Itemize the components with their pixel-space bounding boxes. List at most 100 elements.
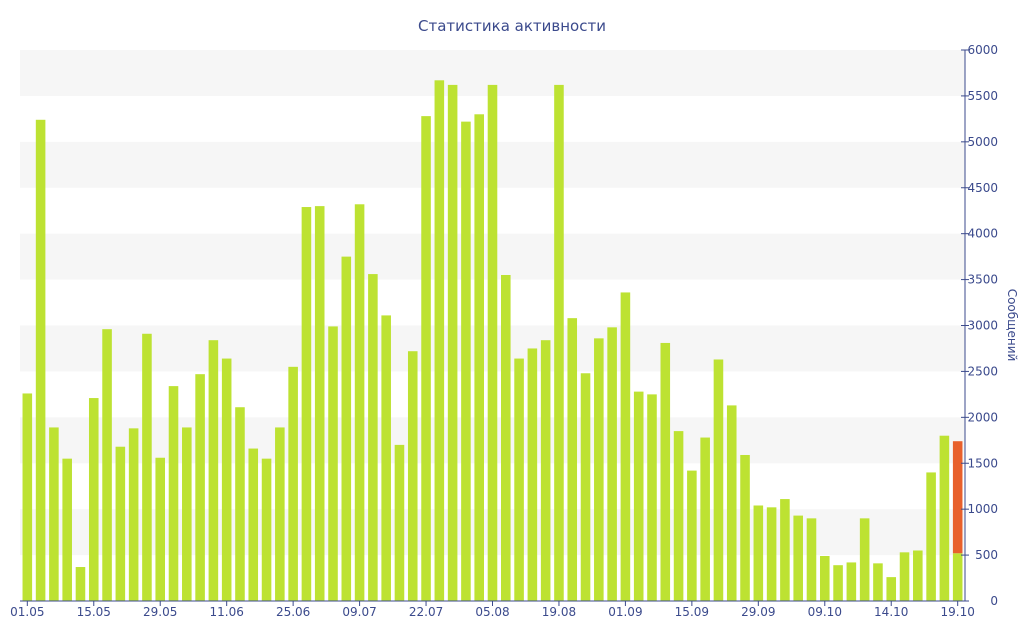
x-tick-label: 09.07 bbox=[342, 605, 376, 619]
bar bbox=[726, 405, 737, 601]
bar bbox=[142, 333, 152, 601]
bar bbox=[819, 556, 830, 601]
bar bbox=[261, 458, 272, 601]
bar bbox=[407, 351, 418, 601]
bar bbox=[368, 274, 378, 601]
y-tick-label: 1000 bbox=[967, 502, 998, 516]
bar bbox=[221, 358, 232, 601]
x-tick-label: 14.10 bbox=[874, 605, 908, 619]
bar bbox=[474, 114, 484, 602]
bar bbox=[195, 374, 205, 601]
y-tick-label: 4000 bbox=[967, 227, 998, 241]
x-tick-label: 09.10 bbox=[808, 605, 842, 619]
x-tick-label: 25.06 bbox=[276, 605, 310, 619]
bar-segment-base bbox=[952, 553, 963, 601]
bar bbox=[275, 427, 285, 601]
bar bbox=[102, 329, 112, 601]
bar bbox=[501, 274, 511, 601]
bar-segment-highlight bbox=[952, 441, 963, 554]
chart-title: Статистика активности bbox=[418, 17, 606, 35]
bar bbox=[939, 435, 950, 601]
bar bbox=[580, 373, 591, 601]
bar bbox=[873, 563, 883, 601]
x-tick-label: 29.09 bbox=[741, 605, 775, 619]
y-tick-label: 1500 bbox=[967, 456, 998, 470]
x-tick-label: 15.05 bbox=[77, 605, 111, 619]
x-tick-label: 15.09 bbox=[675, 605, 709, 619]
bar bbox=[554, 84, 564, 601]
y-tick-label: 4500 bbox=[967, 181, 998, 195]
bar bbox=[806, 518, 817, 601]
x-tick-label: 22.07 bbox=[409, 605, 443, 619]
x-tick-label: 01.09 bbox=[608, 605, 642, 619]
bars bbox=[22, 80, 963, 602]
bar bbox=[301, 207, 312, 601]
bar bbox=[687, 470, 697, 601]
bar bbox=[567, 318, 578, 601]
bar bbox=[314, 206, 325, 601]
x-axis: 01.05 15.05 29.05 11.06 25.06 09.07 22.07 05.08… bbox=[10, 600, 975, 619]
bar bbox=[753, 505, 764, 601]
bar bbox=[766, 507, 777, 601]
bar bbox=[182, 427, 192, 601]
bar bbox=[660, 342, 671, 601]
bar bbox=[514, 358, 524, 601]
bar bbox=[487, 84, 498, 601]
bar bbox=[647, 394, 657, 601]
bar bbox=[328, 326, 338, 601]
bar bbox=[673, 431, 684, 601]
x-tick-label: 05.08 bbox=[475, 605, 509, 619]
x-tick-label: 11.06 bbox=[209, 605, 243, 619]
bar bbox=[421, 116, 431, 602]
bar bbox=[899, 552, 910, 601]
y-tick-label: 0 bbox=[990, 594, 998, 608]
bar bbox=[913, 550, 923, 601]
bar bbox=[833, 565, 843, 601]
bar bbox=[115, 446, 126, 601]
bar bbox=[700, 437, 710, 601]
y-tick-label: 3000 bbox=[967, 319, 998, 333]
bar bbox=[394, 444, 405, 601]
bar bbox=[434, 80, 445, 602]
bar bbox=[461, 121, 471, 601]
bar bbox=[620, 292, 631, 601]
bar bbox=[633, 391, 644, 601]
bar bbox=[740, 454, 750, 601]
bar bbox=[248, 448, 259, 601]
bar bbox=[128, 428, 139, 601]
x-tick-label: 01.05 bbox=[10, 605, 44, 619]
bar bbox=[540, 340, 551, 601]
bar bbox=[88, 398, 99, 601]
bar bbox=[75, 567, 86, 601]
bar bbox=[354, 204, 365, 601]
y-tick-label: 2500 bbox=[967, 364, 998, 378]
y-tick-label: 500 bbox=[975, 548, 998, 562]
bar bbox=[208, 340, 219, 601]
bar bbox=[926, 472, 936, 601]
bar bbox=[288, 366, 298, 601]
bar bbox=[713, 359, 724, 601]
bar bbox=[886, 577, 897, 601]
y-axis: 0 500 1000 1500 2000 2500 3000 3500 4000 4500 5000… bbox=[961, 43, 998, 608]
x-tick-label: 19.08 bbox=[542, 605, 576, 619]
bar bbox=[780, 499, 790, 601]
bar bbox=[341, 256, 352, 601]
y-tick-label: 3500 bbox=[967, 273, 998, 287]
bar bbox=[35, 119, 46, 601]
bar bbox=[447, 84, 458, 601]
bar bbox=[62, 458, 72, 601]
x-tick-label: 29.05 bbox=[143, 605, 177, 619]
bar bbox=[168, 386, 179, 601]
y-tick-label: 2000 bbox=[967, 410, 998, 424]
bar bbox=[527, 348, 538, 601]
bar bbox=[607, 327, 617, 601]
bar bbox=[793, 515, 803, 601]
x-tick-label: 19.10 bbox=[941, 605, 975, 619]
bar bbox=[859, 518, 870, 601]
bar bbox=[235, 407, 245, 601]
bar bbox=[381, 315, 391, 601]
bar bbox=[49, 427, 59, 601]
y-tick-label: 6000 bbox=[967, 43, 998, 57]
